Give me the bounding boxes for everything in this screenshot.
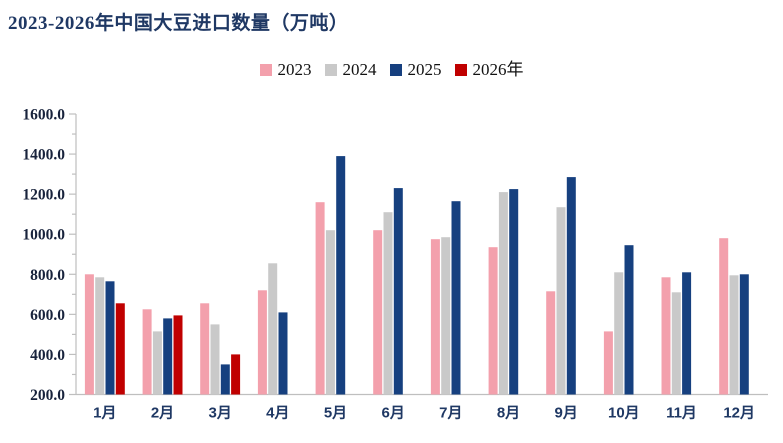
legend-item-2024: 2024 xyxy=(324,60,377,79)
legend-label: 2023 xyxy=(277,60,312,79)
bar-2024-3月 xyxy=(210,324,220,395)
x-axis-label: 4月 xyxy=(266,405,289,422)
x-axis-label: 9月 xyxy=(554,405,577,422)
bar-2023-1月 xyxy=(84,274,94,395)
bar-2023-9月 xyxy=(546,291,556,395)
bar-2024-1月 xyxy=(95,277,105,395)
legend-swatch-icon xyxy=(259,63,272,76)
y-axis-label: 1000.0 xyxy=(22,227,65,244)
x-axis-label: 1月 xyxy=(93,405,116,422)
bar-2025-10月 xyxy=(624,245,634,395)
legend-label: 2024 xyxy=(342,60,377,79)
bar-2025-12月 xyxy=(739,274,749,395)
bar-2023-3月 xyxy=(200,303,210,395)
bar-2025-8月 xyxy=(509,189,519,395)
legend-item-2026: 2026年 xyxy=(454,60,524,79)
legend-item-2023: 2023 xyxy=(259,60,312,79)
bar-2023-4月 xyxy=(257,290,267,395)
bar-2023-7月 xyxy=(430,239,440,395)
bar-2023-2月 xyxy=(142,309,152,395)
bar-2024-10月 xyxy=(614,272,624,395)
bar-2024-6月 xyxy=(383,212,393,395)
bar-2023-11月 xyxy=(661,277,671,395)
legend-swatch-icon xyxy=(454,63,467,76)
bar-2024-8月 xyxy=(498,192,508,395)
legend-item-2025: 2025 xyxy=(389,60,442,79)
x-axis-label: 5月 xyxy=(324,405,347,422)
bar-2024-2月 xyxy=(152,331,162,395)
legend-label: 2026年 xyxy=(472,60,524,79)
y-axis-label: 1400.0 xyxy=(22,147,65,164)
legend-swatch-icon xyxy=(389,63,402,76)
bar-2026-2月 xyxy=(173,315,183,395)
y-axis-label: 400.0 xyxy=(30,347,65,364)
legend-swatch-icon xyxy=(324,63,337,76)
x-axis-label: 6月 xyxy=(381,405,404,422)
bar-2023-8月 xyxy=(488,247,498,395)
y-axis-label: 600.0 xyxy=(30,307,65,324)
bar-2025-11月 xyxy=(682,272,692,395)
x-axis-label: 8月 xyxy=(497,405,520,422)
bar-2024-5月 xyxy=(325,230,335,395)
bar-2024-9月 xyxy=(556,207,566,395)
bar-2023-5月 xyxy=(315,202,325,395)
bar-2024-4月 xyxy=(268,263,278,395)
x-axis-label: 2月 xyxy=(151,405,174,422)
x-axis-label: 7月 xyxy=(439,405,462,422)
bar-2025-1月 xyxy=(105,281,115,395)
chart-legend: 2023 2024 2025 2026年 xyxy=(0,61,783,78)
bar-2023-6月 xyxy=(373,230,383,395)
x-axis-label: 3月 xyxy=(208,405,231,422)
bar-2025-4月 xyxy=(278,312,288,395)
bar-2024-12月 xyxy=(729,275,739,395)
bar-2025-5月 xyxy=(336,156,346,395)
y-axis-label: 800.0 xyxy=(30,267,65,284)
x-axis-label: 12月 xyxy=(723,405,755,422)
bar-2024-7月 xyxy=(441,237,451,395)
bar-2023-10月 xyxy=(603,331,613,395)
y-axis-label: 1200.0 xyxy=(22,187,65,204)
y-axis-label: 200.0 xyxy=(30,387,65,404)
bar-2025-6月 xyxy=(393,188,403,395)
legend-label: 2025 xyxy=(407,60,442,79)
bar-2025-7月 xyxy=(451,201,461,395)
bar-2025-2月 xyxy=(163,318,173,395)
bar-2026-3月 xyxy=(231,354,241,395)
bar-2025-9月 xyxy=(566,177,576,395)
bar-2023-12月 xyxy=(719,238,729,395)
bar-2025-3月 xyxy=(220,364,230,395)
bar-2024-11月 xyxy=(671,292,681,395)
bar-2026-1月 xyxy=(115,303,125,395)
chart-title: 2023-2026年中国大豆进口数量（万吨） xyxy=(8,13,349,34)
y-axis-label: 1600.0 xyxy=(22,107,65,124)
x-axis-label: 10月 xyxy=(608,405,640,422)
x-axis-label: 11月 xyxy=(666,405,697,422)
